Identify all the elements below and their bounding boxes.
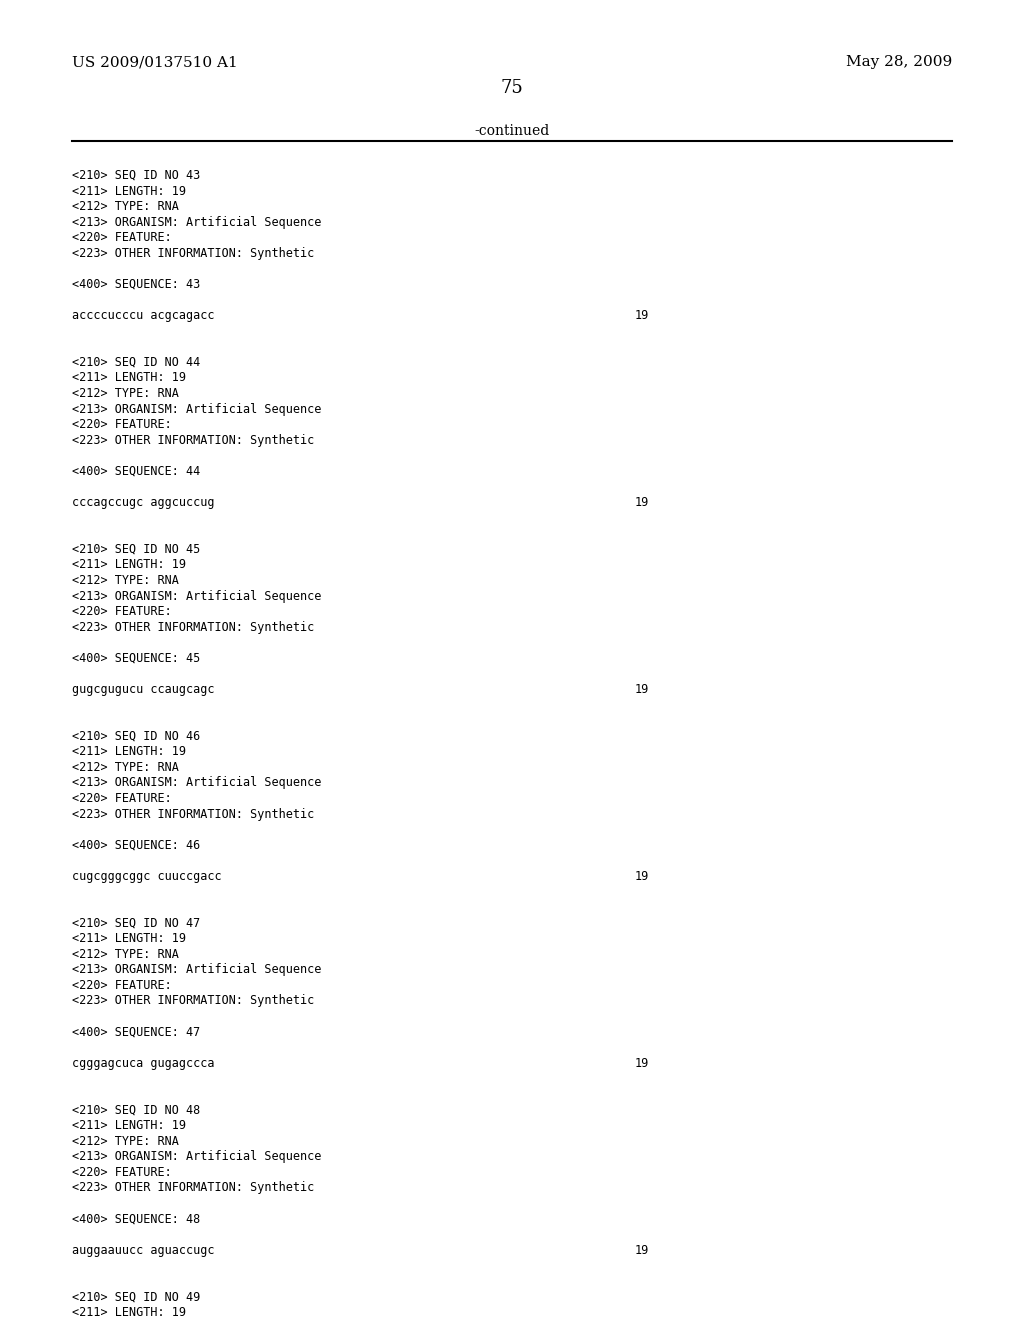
Text: <220> FEATURE:: <220> FEATURE:	[72, 979, 171, 991]
Text: <213> ORGANISM: Artificial Sequence: <213> ORGANISM: Artificial Sequence	[72, 403, 322, 416]
Text: 19: 19	[635, 1057, 649, 1069]
Text: <210> SEQ ID NO 46: <210> SEQ ID NO 46	[72, 730, 200, 743]
Text: <211> LENGTH: 19: <211> LENGTH: 19	[72, 932, 185, 945]
Text: <223> OTHER INFORMATION: Synthetic: <223> OTHER INFORMATION: Synthetic	[72, 994, 314, 1007]
Text: US 2009/0137510 A1: US 2009/0137510 A1	[72, 55, 238, 70]
Text: auggaauucc aguaccugc: auggaauucc aguaccugc	[72, 1243, 214, 1257]
Text: cccagccugc aggcuccug: cccagccugc aggcuccug	[72, 496, 214, 510]
Text: <400> SEQUENCE: 45: <400> SEQUENCE: 45	[72, 652, 200, 665]
Text: <223> OTHER INFORMATION: Synthetic: <223> OTHER INFORMATION: Synthetic	[72, 808, 314, 821]
Text: gugcgugucu ccaugcagc: gugcgugucu ccaugcagc	[72, 682, 214, 696]
Text: <213> ORGANISM: Artificial Sequence: <213> ORGANISM: Artificial Sequence	[72, 776, 322, 789]
Text: <213> ORGANISM: Artificial Sequence: <213> ORGANISM: Artificial Sequence	[72, 215, 322, 228]
Text: <212> TYPE: RNA: <212> TYPE: RNA	[72, 574, 178, 587]
Text: <213> ORGANISM: Artificial Sequence: <213> ORGANISM: Artificial Sequence	[72, 964, 322, 977]
Text: <210> SEQ ID NO 49: <210> SEQ ID NO 49	[72, 1291, 200, 1303]
Text: <400> SEQUENCE: 44: <400> SEQUENCE: 44	[72, 465, 200, 478]
Text: <212> TYPE: RNA: <212> TYPE: RNA	[72, 948, 178, 961]
Text: <220> FEATURE:: <220> FEATURE:	[72, 1166, 171, 1179]
Text: 75: 75	[501, 79, 523, 98]
Text: <220> FEATURE:: <220> FEATURE:	[72, 792, 171, 805]
Text: 19: 19	[635, 682, 649, 696]
Text: <211> LENGTH: 19: <211> LENGTH: 19	[72, 1305, 185, 1319]
Text: <211> LENGTH: 19: <211> LENGTH: 19	[72, 371, 185, 384]
Text: cgggagcuca gugagccca: cgggagcuca gugagccca	[72, 1057, 214, 1069]
Text: <220> FEATURE:: <220> FEATURE:	[72, 418, 171, 432]
Text: <213> ORGANISM: Artificial Sequence: <213> ORGANISM: Artificial Sequence	[72, 590, 322, 602]
Text: <400> SEQUENCE: 43: <400> SEQUENCE: 43	[72, 279, 200, 290]
Text: 19: 19	[635, 1243, 649, 1257]
Text: <400> SEQUENCE: 46: <400> SEQUENCE: 46	[72, 838, 200, 851]
Text: <223> OTHER INFORMATION: Synthetic: <223> OTHER INFORMATION: Synthetic	[72, 1181, 314, 1195]
Text: <212> TYPE: RNA: <212> TYPE: RNA	[72, 1135, 178, 1147]
Text: <210> SEQ ID NO 45: <210> SEQ ID NO 45	[72, 543, 200, 556]
Text: <211> LENGTH: 19: <211> LENGTH: 19	[72, 558, 185, 572]
Text: <210> SEQ ID NO 44: <210> SEQ ID NO 44	[72, 356, 200, 368]
Text: <211> LENGTH: 19: <211> LENGTH: 19	[72, 1119, 185, 1133]
Text: -continued: -continued	[474, 124, 550, 139]
Text: <213> ORGANISM: Artificial Sequence: <213> ORGANISM: Artificial Sequence	[72, 1150, 322, 1163]
Text: <212> TYPE: RNA: <212> TYPE: RNA	[72, 387, 178, 400]
Text: <223> OTHER INFORMATION: Synthetic: <223> OTHER INFORMATION: Synthetic	[72, 620, 314, 634]
Text: <223> OTHER INFORMATION: Synthetic: <223> OTHER INFORMATION: Synthetic	[72, 247, 314, 260]
Text: <210> SEQ ID NO 43: <210> SEQ ID NO 43	[72, 169, 200, 182]
Text: <400> SEQUENCE: 47: <400> SEQUENCE: 47	[72, 1026, 200, 1039]
Text: <220> FEATURE:: <220> FEATURE:	[72, 605, 171, 618]
Text: <220> FEATURE:: <220> FEATURE:	[72, 231, 171, 244]
Text: <210> SEQ ID NO 48: <210> SEQ ID NO 48	[72, 1104, 200, 1117]
Text: <212> TYPE: RNA: <212> TYPE: RNA	[72, 201, 178, 213]
Text: 19: 19	[635, 496, 649, 510]
Text: <223> OTHER INFORMATION: Synthetic: <223> OTHER INFORMATION: Synthetic	[72, 434, 314, 446]
Text: cugcgggcggc cuuccgacc: cugcgggcggc cuuccgacc	[72, 870, 221, 883]
Text: <210> SEQ ID NO 47: <210> SEQ ID NO 47	[72, 916, 200, 929]
Text: <211> LENGTH: 19: <211> LENGTH: 19	[72, 746, 185, 758]
Text: <400> SEQUENCE: 48: <400> SEQUENCE: 48	[72, 1213, 200, 1225]
Text: <212> TYPE: RNA: <212> TYPE: RNA	[72, 760, 178, 774]
Text: <211> LENGTH: 19: <211> LENGTH: 19	[72, 185, 185, 198]
Text: 19: 19	[635, 309, 649, 322]
Text: accccucccu acgcagacc: accccucccu acgcagacc	[72, 309, 214, 322]
Text: 19: 19	[635, 870, 649, 883]
Text: May 28, 2009: May 28, 2009	[846, 55, 952, 70]
